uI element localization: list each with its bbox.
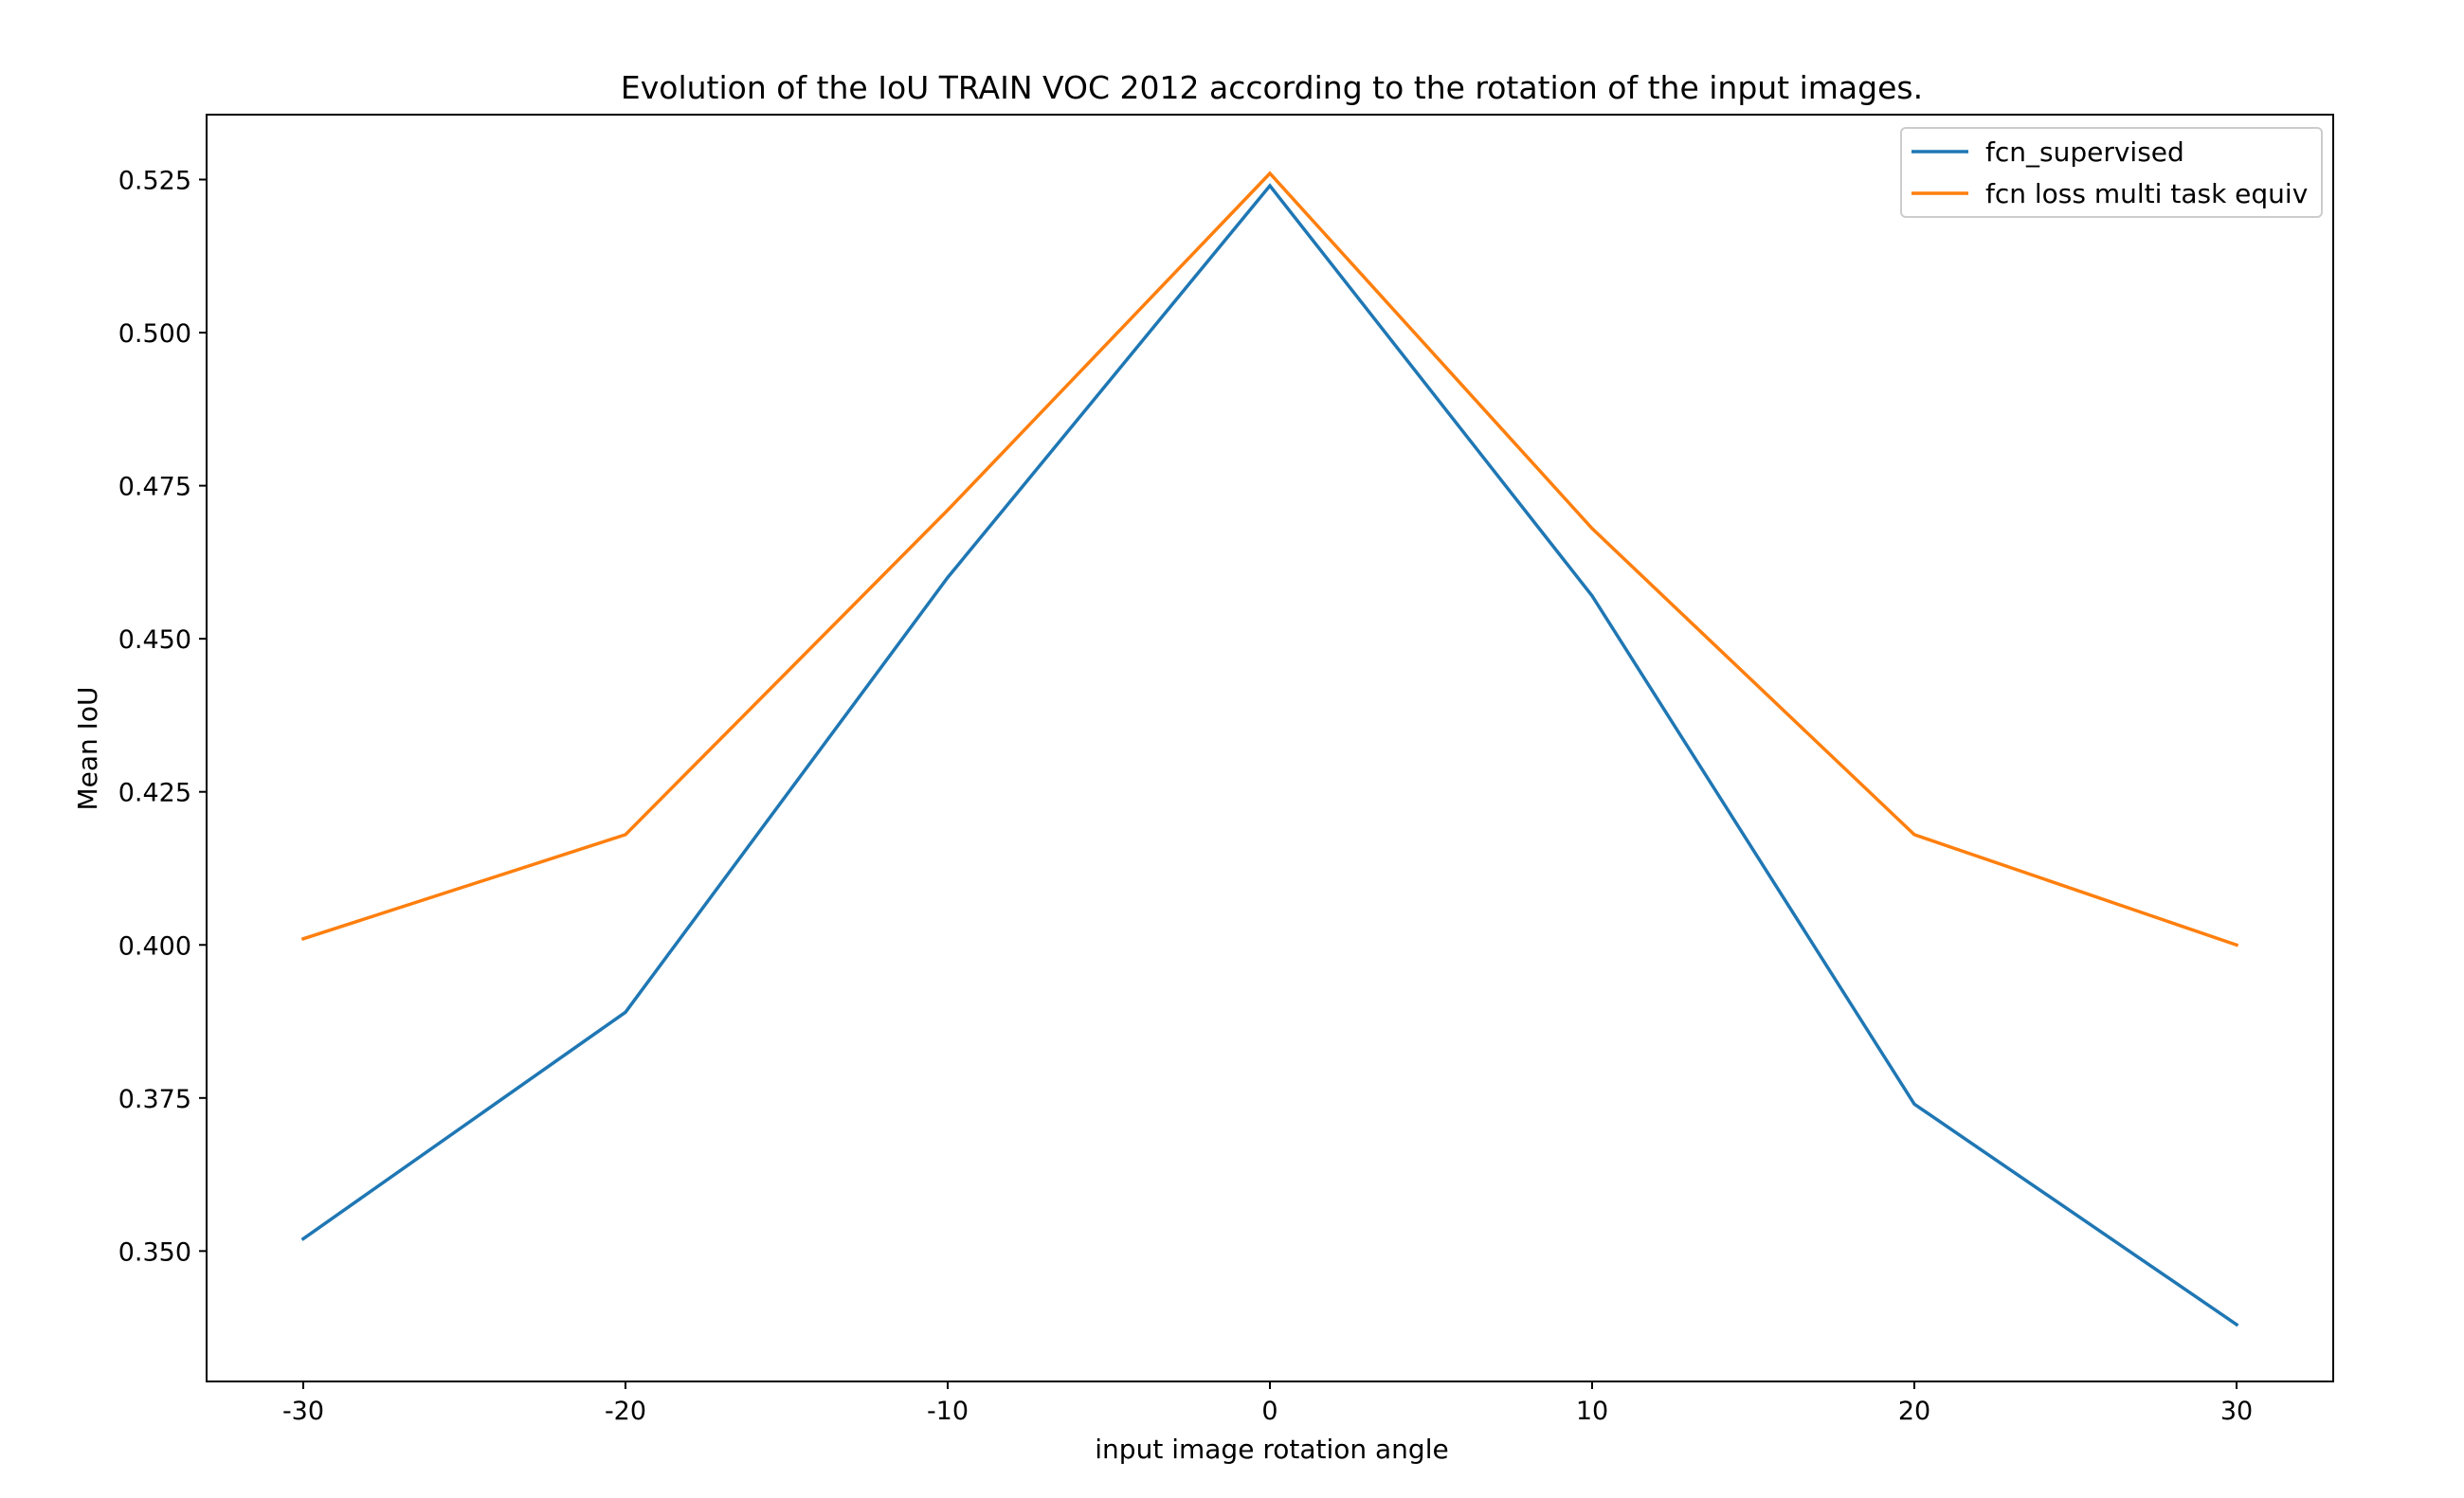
data-point-0-6 bbox=[2235, 1323, 2238, 1327]
y-tick-label: 0.400 bbox=[118, 931, 191, 961]
legend-box bbox=[1900, 127, 2323, 218]
x-tick-label: 30 bbox=[2220, 1397, 2253, 1426]
data-point-1-1 bbox=[624, 833, 627, 837]
x-tick-label: -30 bbox=[282, 1397, 324, 1426]
y-tick-label: 0.350 bbox=[118, 1237, 191, 1267]
legend-label-1: fcn loss multi task equiv bbox=[1985, 178, 2308, 209]
data-point-1-4 bbox=[1590, 527, 1594, 531]
data-point-1-2 bbox=[946, 508, 950, 512]
x-tick-label: 10 bbox=[1576, 1397, 1608, 1426]
y-tick-label: 0.525 bbox=[118, 166, 191, 195]
x-axis-label: input image rotation angle bbox=[1095, 1434, 1448, 1465]
y-tick-label: 0.500 bbox=[118, 319, 191, 349]
data-point-1-0 bbox=[301, 937, 305, 941]
data-point-0-2 bbox=[946, 576, 950, 579]
data-point-0-1 bbox=[624, 1010, 627, 1014]
x-tick-label: 20 bbox=[1898, 1397, 1930, 1426]
y-axis-label: Mean IoU bbox=[72, 686, 103, 810]
y-tick-label: 0.375 bbox=[118, 1085, 191, 1114]
y-tick-label: 0.450 bbox=[118, 625, 191, 655]
data-point-0-0 bbox=[301, 1236, 305, 1240]
y-tick-label: 0.425 bbox=[118, 779, 191, 808]
data-point-0-4 bbox=[1590, 594, 1594, 598]
y-tick-label: 0.475 bbox=[118, 473, 191, 502]
data-point-1-3 bbox=[1268, 171, 1272, 175]
data-point-0-5 bbox=[1912, 1102, 1916, 1106]
x-tick-label: 0 bbox=[1261, 1397, 1277, 1426]
x-tick-label: -10 bbox=[927, 1397, 969, 1426]
data-point-0-3 bbox=[1268, 184, 1272, 188]
data-point-1-6 bbox=[2235, 943, 2238, 947]
legend-label-0: fcn_supervised bbox=[1985, 136, 2184, 168]
data-point-1-5 bbox=[1912, 833, 1916, 837]
chart-title: Evolution of the IoU TRAIN VOC 2012 acco… bbox=[621, 69, 1923, 106]
x-tick-label: -20 bbox=[605, 1397, 646, 1426]
